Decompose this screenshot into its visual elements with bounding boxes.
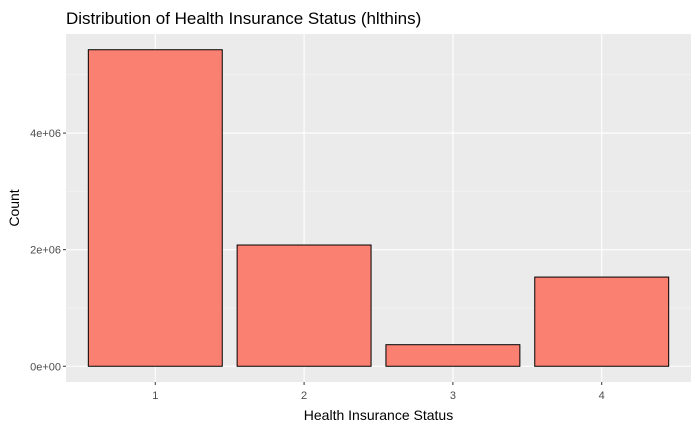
bar-3 (385, 344, 521, 367)
bar-1 (87, 49, 223, 367)
x-tick-label: 1 (152, 390, 158, 402)
y-tick-label: 2e+06 (30, 245, 61, 257)
bar-2 (236, 244, 372, 367)
x-tick-label: 2 (301, 390, 307, 402)
x-tick-label: 4 (599, 390, 605, 402)
bars (87, 49, 670, 367)
x-tick-label: 3 (450, 390, 456, 402)
y-tick-label: 0e+00 (30, 361, 61, 373)
y-tick-label: 4e+06 (30, 128, 61, 140)
axes: 0e+00 2e+06 4e+06 1 2 3 4 (30, 128, 605, 402)
x-axis-title: Health Insurance Status (304, 407, 453, 423)
bar-4 (534, 276, 670, 367)
chart-title: Distribution of Health Insurance Status … (66, 9, 421, 28)
y-axis-title: Count (6, 189, 22, 226)
